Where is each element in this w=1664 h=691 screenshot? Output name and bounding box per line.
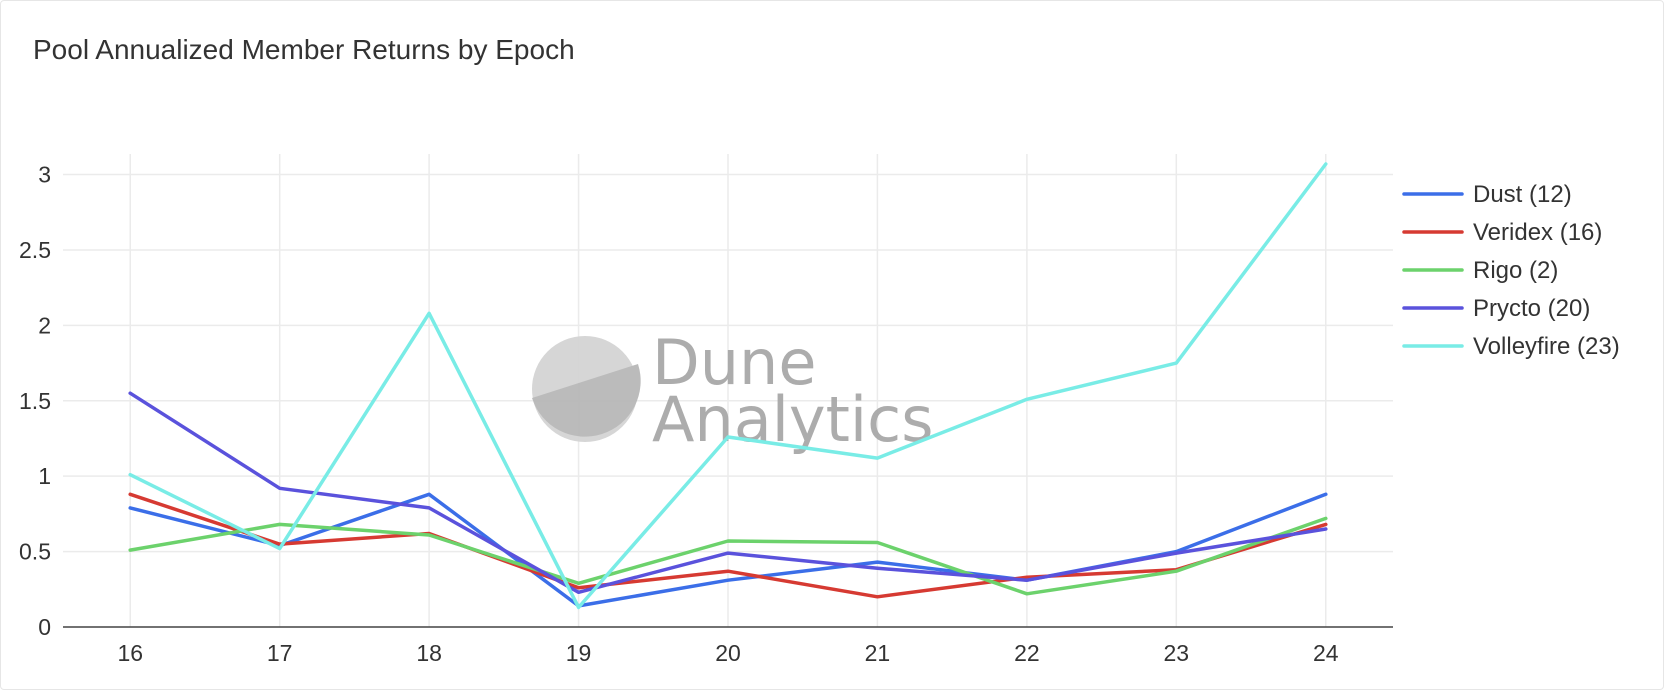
axes: 0 0.5 1 1.5 2 2.5 3 16 17 18 19 20 21 22 23 24 — [19, 162, 1393, 666]
x-tick-label: 16 — [117, 640, 143, 666]
legend-item[interactable]: Rigo (2) — [1402, 257, 1558, 284]
legend-label: Veridex (16) — [1473, 219, 1602, 246]
x-tick-label: 20 — [715, 640, 741, 666]
watermark-line2: Analytics — [652, 383, 934, 456]
legend-label: Dust (12) — [1473, 181, 1572, 208]
y-tick-label: 3 — [38, 162, 51, 188]
legend: Dust (12) Veridex (16) Rigo (2) Prycto (20)… — [1402, 181, 1620, 360]
x-tick-label: 21 — [865, 640, 891, 666]
x-tick-label: 19 — [566, 640, 592, 666]
y-tick-label: 0 — [38, 614, 51, 640]
x-tick-label: 17 — [267, 640, 293, 666]
y-tick-label: 2.5 — [19, 237, 51, 263]
y-tick-label: 1.5 — [19, 388, 51, 414]
y-tick-label: 0.5 — [19, 539, 51, 565]
x-tick-label: 22 — [1014, 640, 1040, 666]
x-tick-label: 18 — [416, 640, 442, 666]
watermark-logo: Dune Analytics — [532, 326, 934, 456]
legend-item[interactable]: Dust (12) — [1402, 181, 1572, 208]
series-line-4[interactable] — [128, 162, 1328, 610]
legend-item[interactable]: Veridex (16) — [1402, 219, 1602, 246]
legend-label: Rigo (2) — [1473, 257, 1558, 284]
watermark-circle-shade — [532, 364, 641, 437]
y-tick-label: 1 — [38, 463, 51, 489]
x-tick-label: 24 — [1313, 640, 1339, 666]
chart-title: Pool Annualized Member Returns by Epoch — [33, 34, 575, 65]
legend-item[interactable]: Volleyfire (23) — [1402, 333, 1620, 360]
series-lines — [128, 162, 1328, 610]
legend-label: Prycto (20) — [1473, 295, 1590, 322]
series-line-3[interactable] — [128, 391, 1328, 595]
y-tick-label: 2 — [38, 312, 51, 338]
series-line-1[interactable] — [128, 492, 1328, 599]
watermark-line1: Dune — [652, 326, 816, 399]
legend-label: Volleyfire (23) — [1473, 333, 1620, 360]
x-tick-label: 23 — [1164, 640, 1190, 666]
series-line-2[interactable] — [128, 516, 1328, 596]
legend-item[interactable]: Prycto (20) — [1402, 295, 1590, 322]
